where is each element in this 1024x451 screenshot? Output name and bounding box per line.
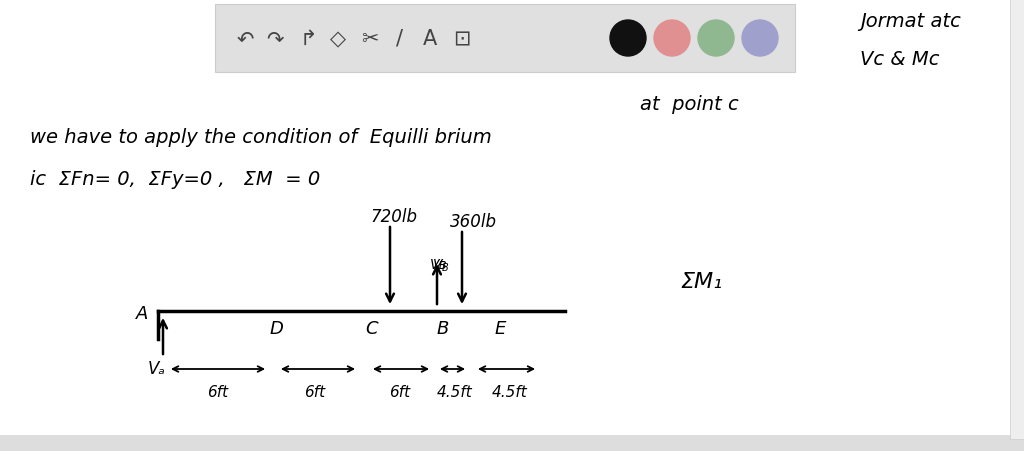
Text: 720lb: 720lb xyxy=(370,207,417,226)
Text: 4.5ft: 4.5ft xyxy=(437,384,473,399)
Text: ↶: ↶ xyxy=(237,29,254,49)
Text: Vₐ: Vₐ xyxy=(148,359,166,377)
Text: ↱: ↱ xyxy=(299,29,316,49)
Text: Vʙ: Vʙ xyxy=(430,258,447,272)
Text: ◇: ◇ xyxy=(330,29,346,49)
Text: ↷: ↷ xyxy=(266,29,284,49)
Text: we have to apply the condition of  Equilli brium: we have to apply the condition of Equill… xyxy=(30,128,492,147)
Text: C: C xyxy=(365,319,378,337)
Text: 6ft: 6ft xyxy=(304,384,326,399)
Bar xyxy=(215,5,795,73)
Circle shape xyxy=(610,21,646,57)
Text: A: A xyxy=(423,29,437,49)
Text: /: / xyxy=(396,29,403,49)
Circle shape xyxy=(698,21,734,57)
Text: 360lb: 360lb xyxy=(450,212,497,230)
Text: E: E xyxy=(495,319,507,337)
Text: 4.5ft: 4.5ft xyxy=(493,384,528,399)
Text: D: D xyxy=(270,319,284,337)
Text: 6ft: 6ft xyxy=(389,384,411,399)
Text: 6ft: 6ft xyxy=(208,384,228,399)
Bar xyxy=(0,435,1024,451)
Text: ic  ΣFn= 0,  ΣFy=0 ,   ΣM  = 0: ic ΣFn= 0, ΣFy=0 , ΣM = 0 xyxy=(30,170,321,189)
Bar xyxy=(1010,0,1024,439)
Text: at  point c: at point c xyxy=(640,95,738,114)
Text: A: A xyxy=(135,304,148,322)
Circle shape xyxy=(654,21,690,57)
Text: ✂: ✂ xyxy=(361,29,379,49)
Circle shape xyxy=(742,21,778,57)
Text: V$_B$: V$_B$ xyxy=(432,258,450,274)
Text: ⊡: ⊡ xyxy=(454,29,471,49)
Text: B: B xyxy=(437,319,450,337)
Text: Jormat atc: Jormat atc xyxy=(860,12,961,31)
Text: ΣM₁: ΣM₁ xyxy=(680,272,722,291)
Text: Vc & Mc: Vc & Mc xyxy=(860,50,939,69)
